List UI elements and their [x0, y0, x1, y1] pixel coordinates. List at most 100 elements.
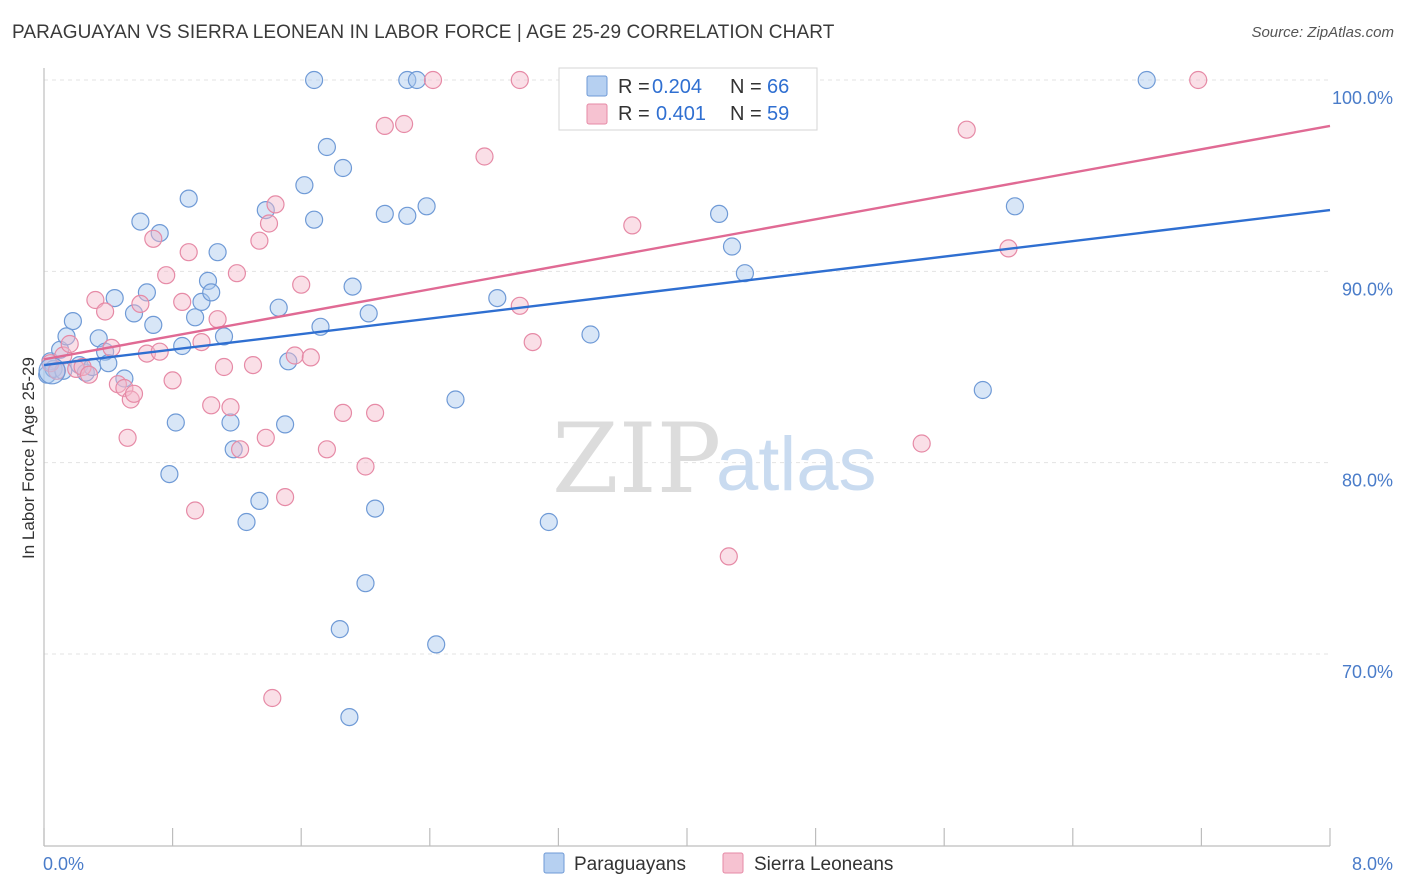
legend-n-label-1: N =	[730, 76, 762, 98]
point-sierra-leoneans	[957, 120, 976, 139]
point-sierra-leoneans	[719, 547, 738, 566]
legend-r-value-1: 0.204	[652, 76, 702, 98]
point-sierra-leoneans	[124, 384, 144, 403]
point-paraguayans	[131, 212, 150, 231]
series-legend-swatch-paraguayans	[543, 852, 565, 874]
grid-lines	[44, 79, 1330, 655]
point-paraguayans	[166, 413, 185, 432]
trend-line-sierra-leoneans	[43, 124, 1331, 361]
legend-r-label-1: R =	[618, 76, 650, 98]
trend-line-paraguayans	[43, 208, 1331, 367]
point-sierra-leoneans	[144, 229, 163, 248]
point-sierra-leoneans	[186, 501, 205, 520]
point-paraguayans	[276, 415, 295, 434]
point-paraguayans	[330, 619, 349, 639]
point-sierra-leoneans	[510, 296, 529, 315]
point-paraguayans	[208, 243, 227, 262]
point-paraguayans	[356, 574, 375, 593]
legend-swatch-paraguayans	[586, 75, 608, 97]
source-credit: Source: ZipAtlas.com	[1251, 24, 1394, 41]
point-sierra-leoneans	[208, 310, 227, 329]
point-paraguayans	[137, 283, 156, 302]
legend-n-value-2: 59	[767, 103, 789, 125]
point-sierra-leoneans	[317, 440, 336, 459]
point-sierra-leoneans	[221, 398, 240, 417]
point-paraguayans	[179, 189, 198, 208]
point-sierra-leoneans	[121, 390, 140, 409]
point-sierra-leoneans	[292, 275, 311, 294]
point-paraguayans	[340, 707, 359, 727]
point-paraguayans	[198, 271, 218, 290]
point-paraguayans	[105, 289, 124, 308]
point-paraguayans	[407, 70, 426, 90]
point-paraguayans	[722, 237, 742, 256]
stats-legend: R = 0.204 N = 66 R = 0.401 N = 59	[558, 67, 818, 131]
point-sierra-leoneans	[214, 357, 234, 377]
point-paraguayans	[186, 308, 205, 327]
point-sierra-leoneans	[912, 434, 931, 453]
watermark: ZIP atlas	[552, 403, 877, 515]
legend-swatch-sierra-leoneans	[586, 103, 608, 125]
point-sierra-leoneans	[179, 243, 198, 262]
point-paraguayans	[366, 499, 385, 518]
trend-lines	[43, 124, 1331, 367]
legend-r-label-2: R =	[618, 103, 650, 125]
point-sierra-leoneans	[366, 403, 385, 422]
point-paraguayans	[295, 176, 314, 195]
point-paraguayans	[160, 465, 179, 484]
point-sierra-leoneans	[243, 356, 263, 375]
point-paraguayans	[417, 197, 436, 216]
point-sierra-leoneans	[227, 264, 246, 283]
point-paraguayans	[173, 336, 192, 356]
point-paraguayans	[973, 380, 992, 400]
point-sierra-leoneans	[276, 488, 295, 507]
point-paraguayans	[63, 312, 83, 331]
y-tick-label: 100.0%	[1332, 88, 1393, 108]
chart-title: PARAGUAYAN VS SIERRA LEONEAN IN LABOR FO…	[12, 22, 835, 43]
y-tick-label: 80.0%	[1342, 471, 1393, 491]
point-paraguayans	[38, 357, 66, 385]
point-sierra-leoneans	[623, 216, 642, 235]
point-sierra-leoneans	[231, 440, 250, 459]
point-sierra-leoneans	[60, 334, 79, 354]
x-tick-label-min: 0.0%	[43, 854, 84, 874]
point-paraguayans	[427, 635, 446, 654]
point-sierra-leoneans	[173, 292, 192, 311]
point-sierra-leoneans	[202, 396, 221, 415]
point-paraguayans	[1005, 197, 1025, 216]
point-sierra-leoneans	[192, 333, 211, 352]
point-paraguayans	[343, 277, 362, 296]
point-sierra-leoneans	[259, 214, 279, 233]
series-legend-label-sierra-leoneans: Sierra Leoneans	[754, 854, 893, 875]
watermark-zip: ZIP	[552, 403, 721, 515]
point-paraguayans	[709, 204, 729, 223]
point-paraguayans	[317, 137, 336, 157]
x-tick-label-max: 8.0%	[1352, 854, 1393, 874]
point-sierra-leoneans	[356, 457, 375, 476]
point-sierra-leoneans	[131, 294, 150, 313]
point-paraguayans	[144, 315, 163, 334]
point-paraguayans	[375, 204, 394, 223]
series-legend-swatch-sierra-leoneans	[722, 852, 744, 874]
series-legend-label-paraguayans: Paraguayans	[574, 854, 686, 875]
point-sierra-leoneans	[523, 333, 542, 352]
point-paraguayans	[214, 327, 234, 346]
point-paraguayans	[305, 70, 324, 90]
point-paraguayans	[256, 201, 275, 220]
point-paraguayans	[305, 210, 324, 229]
watermark-atlas: atlas	[716, 422, 877, 507]
x-tick-marks	[43, 828, 1331, 846]
point-paraguayans	[124, 304, 144, 323]
point-paraguayans	[1137, 70, 1156, 90]
legend-n-value-1: 66	[767, 76, 789, 98]
y-axis-label: In Labor Force | Age 25-29	[19, 357, 38, 559]
point-paraguayans	[446, 390, 465, 409]
point-sierra-leoneans	[163, 371, 182, 390]
point-sierra-leoneans	[395, 114, 414, 134]
legend-n-label-2: N =	[730, 103, 762, 125]
point-paraguayans	[333, 158, 353, 178]
point-paraguayans	[488, 289, 507, 308]
point-sierra-leoneans	[118, 428, 137, 447]
y-tick-label: 70.0%	[1342, 662, 1393, 682]
